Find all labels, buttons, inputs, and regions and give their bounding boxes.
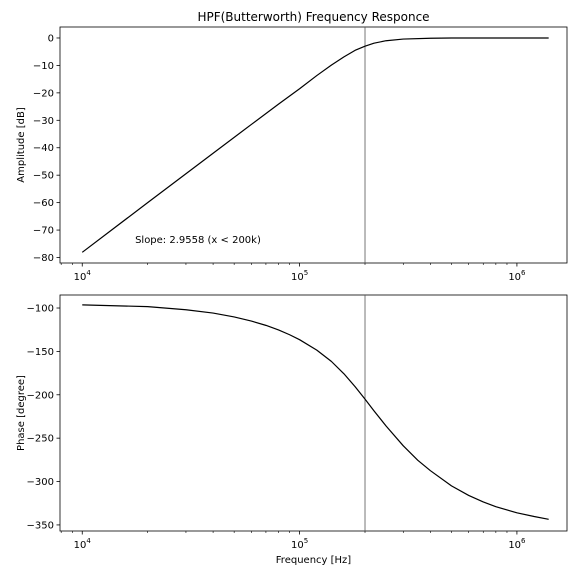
amplitude-xtick-label: 105 — [291, 269, 308, 283]
amplitude-xtick-label: 106 — [508, 269, 526, 283]
amplitude-ytick-label: −40 — [33, 143, 54, 154]
phase-xtick-label: 105 — [291, 537, 308, 551]
amplitude-ylabel: Amplitude [dB] — [16, 107, 27, 183]
phase-ytick-label: −100 — [27, 304, 54, 315]
amplitude-xtick-label: 104 — [74, 269, 92, 283]
amplitude-ytick-label: −60 — [33, 198, 54, 209]
phase-ylabel: Phase [degree] — [16, 375, 27, 451]
amplitude-plot: 0 −10 −20 −30 −40 −50 −60 −70 −80 104 105 106 HPF(Bu… — [16, 10, 568, 283]
amplitude-ytick-label: −70 — [33, 226, 54, 237]
phase-xlabel: Frequency [Hz] — [276, 555, 352, 566]
amplitude-chart-title: HPF(Butterworth) Frequency Responce — [197, 10, 429, 24]
amplitude-axes-frame — [59, 26, 568, 264]
amplitude-ytick-label: −10 — [33, 61, 54, 72]
amplitude-series-line — [81, 37, 549, 253]
amplitude-ytick-label: −80 — [33, 253, 54, 264]
phase-ytick-label: −200 — [27, 390, 54, 401]
amplitude-ytick-label: −50 — [33, 171, 54, 182]
phase-series-line — [82, 304, 549, 520]
phase-axes-frame — [59, 294, 568, 532]
phase-xtick-label: 104 — [74, 537, 92, 551]
phase-ytick-label: −250 — [27, 434, 54, 445]
phase-ytick-label: −300 — [27, 477, 54, 488]
phase-ytick-label: −350 — [27, 520, 54, 531]
amplitude-slope-annotation: Slope: 2.9558 (x < 200k) — [135, 235, 261, 246]
phase-xtick-label: 106 — [508, 537, 526, 551]
amplitude-ytick-label: 0 — [48, 33, 54, 44]
phase-ytick-label: −150 — [27, 347, 54, 358]
phase-plot: −100 −150 −200 −250 −300 −350 104 105 106 Phase [… — [16, 294, 568, 566]
amplitude-ytick-label: −30 — [33, 116, 54, 127]
amplitude-ytick-label: −20 — [33, 88, 54, 99]
